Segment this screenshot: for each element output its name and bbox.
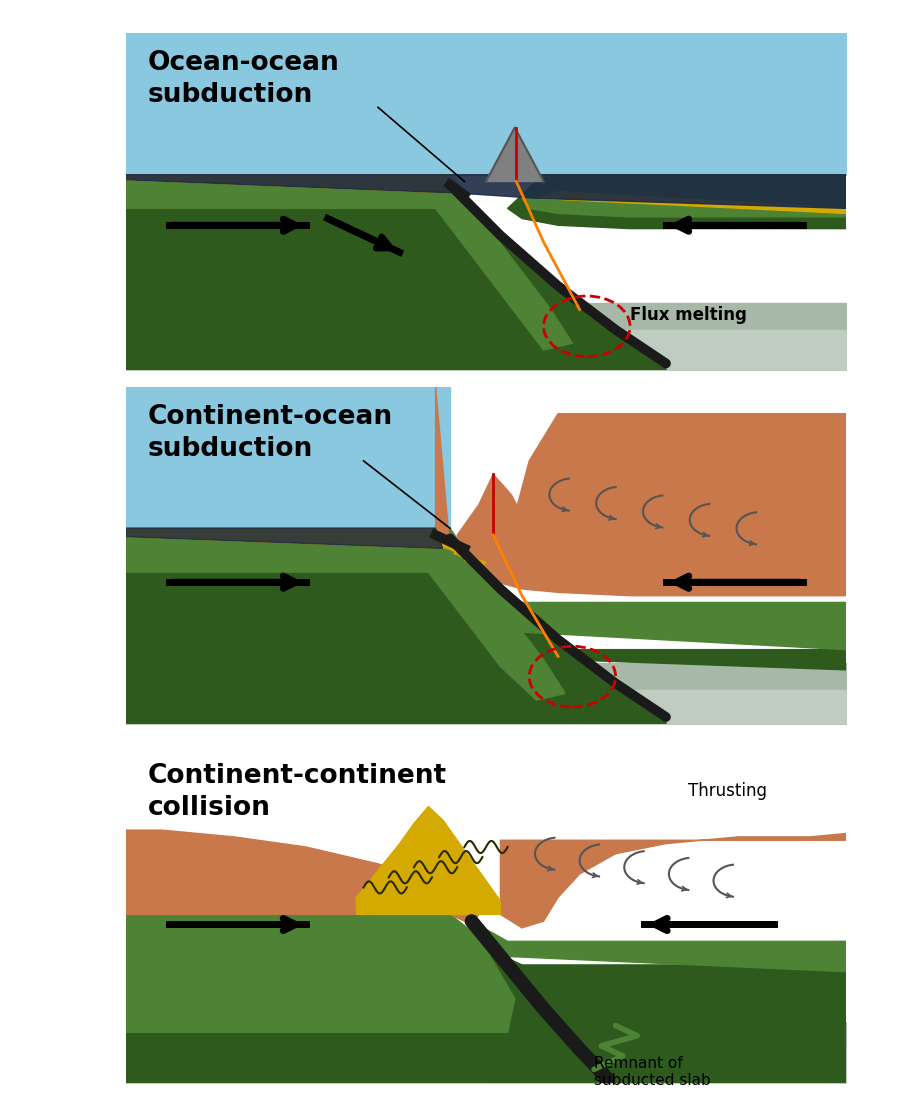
Polygon shape <box>522 175 846 217</box>
Polygon shape <box>486 127 544 181</box>
Polygon shape <box>126 528 565 701</box>
Polygon shape <box>126 941 522 1083</box>
Polygon shape <box>126 175 464 193</box>
Polygon shape <box>472 630 846 670</box>
Polygon shape <box>126 175 666 370</box>
Polygon shape <box>443 544 464 554</box>
Polygon shape <box>126 175 572 350</box>
Text: Thrusting: Thrusting <box>716 413 796 431</box>
Polygon shape <box>457 474 544 555</box>
Polygon shape <box>126 528 443 548</box>
Text: Continent-ocean
subduction: Continent-ocean subduction <box>148 403 392 462</box>
Polygon shape <box>454 550 475 560</box>
Polygon shape <box>536 191 846 213</box>
Text: Continent-continent
collision: Continent-continent collision <box>148 762 446 821</box>
Polygon shape <box>508 175 846 229</box>
Polygon shape <box>126 175 846 209</box>
Polygon shape <box>126 528 450 548</box>
Polygon shape <box>500 833 846 928</box>
Polygon shape <box>126 528 666 724</box>
Polygon shape <box>472 572 846 650</box>
Polygon shape <box>126 830 479 925</box>
Polygon shape <box>356 807 500 915</box>
Polygon shape <box>464 557 486 567</box>
Text: Thrusting: Thrusting <box>688 782 767 800</box>
Polygon shape <box>436 387 846 596</box>
Polygon shape <box>432 537 454 547</box>
Text: Flux melting: Flux melting <box>630 306 747 324</box>
Polygon shape <box>126 387 450 528</box>
Polygon shape <box>472 922 846 971</box>
Polygon shape <box>486 948 846 1083</box>
Text: Remnant of
subducted slab: Remnant of subducted slab <box>594 1056 711 1088</box>
Text: Ocean-ocean
subduction: Ocean-ocean subduction <box>148 50 339 108</box>
Polygon shape <box>126 915 515 1032</box>
